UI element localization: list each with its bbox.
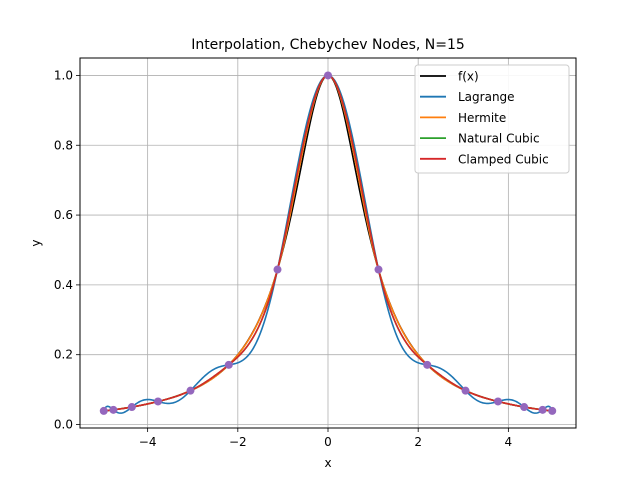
legend: f(x) Lagrange Hermite Natural Cubic Clamped … (414, 64, 570, 174)
legend-box (414, 64, 570, 174)
chebyshev-node-point (548, 406, 557, 415)
x-tick-label: −4 (139, 435, 157, 449)
y-axis-label: y (29, 239, 43, 246)
chebyshev-node-point (520, 403, 529, 412)
y-tick-label: 0.4 (54, 278, 73, 292)
legend-entries: f(x) Lagrange Hermite Natural Cubic Clamped … (420, 70, 549, 166)
chebyshev-node-point (423, 360, 432, 369)
node-points (99, 71, 557, 415)
legend-label: Hermite (458, 111, 506, 125)
y-axis-ticks: 0.0 0.2 0.4 0.6 0.8 1.0 (54, 68, 80, 432)
legend-label: Lagrange (458, 90, 515, 104)
x-tick-label: −2 (229, 435, 247, 449)
x-tick-label: 4 (505, 435, 513, 449)
y-tick-label: 0.2 (54, 348, 73, 362)
chebyshev-node-point (127, 403, 136, 412)
chebyshev-node-point (461, 386, 470, 395)
legend-label: Clamped Cubic (458, 152, 549, 166)
chebyshev-node-point (493, 397, 502, 406)
x-axis-label: x (324, 456, 331, 470)
chebyshev-node-point (374, 265, 383, 274)
chebyshev-node-point (224, 360, 233, 369)
chebyshev-node-point (99, 406, 108, 415)
x-tick-label: 0 (324, 435, 332, 449)
y-tick-label: 0.6 (54, 208, 73, 222)
chebyshev-node-point (154, 397, 163, 406)
chart-title: Interpolation, Chebychev Nodes, N=15 (191, 37, 465, 53)
chebyshev-node-point (109, 405, 118, 414)
y-tick-label: 1.0 (54, 68, 73, 82)
chebyshev-node-point (324, 71, 332, 80)
chebyshev-node-point (186, 386, 195, 395)
legend-label: f(x) (458, 70, 479, 84)
y-tick-label: 0.8 (54, 138, 73, 152)
chebyshev-node-point (538, 405, 547, 414)
y-tick-label: 0.0 (54, 418, 73, 432)
x-axis-ticks: −4 −2 0 2 4 (139, 428, 512, 449)
x-tick-label: 2 (414, 435, 422, 449)
legend-label: Natural Cubic (458, 132, 540, 146)
chebyshev-node-point (273, 265, 282, 274)
